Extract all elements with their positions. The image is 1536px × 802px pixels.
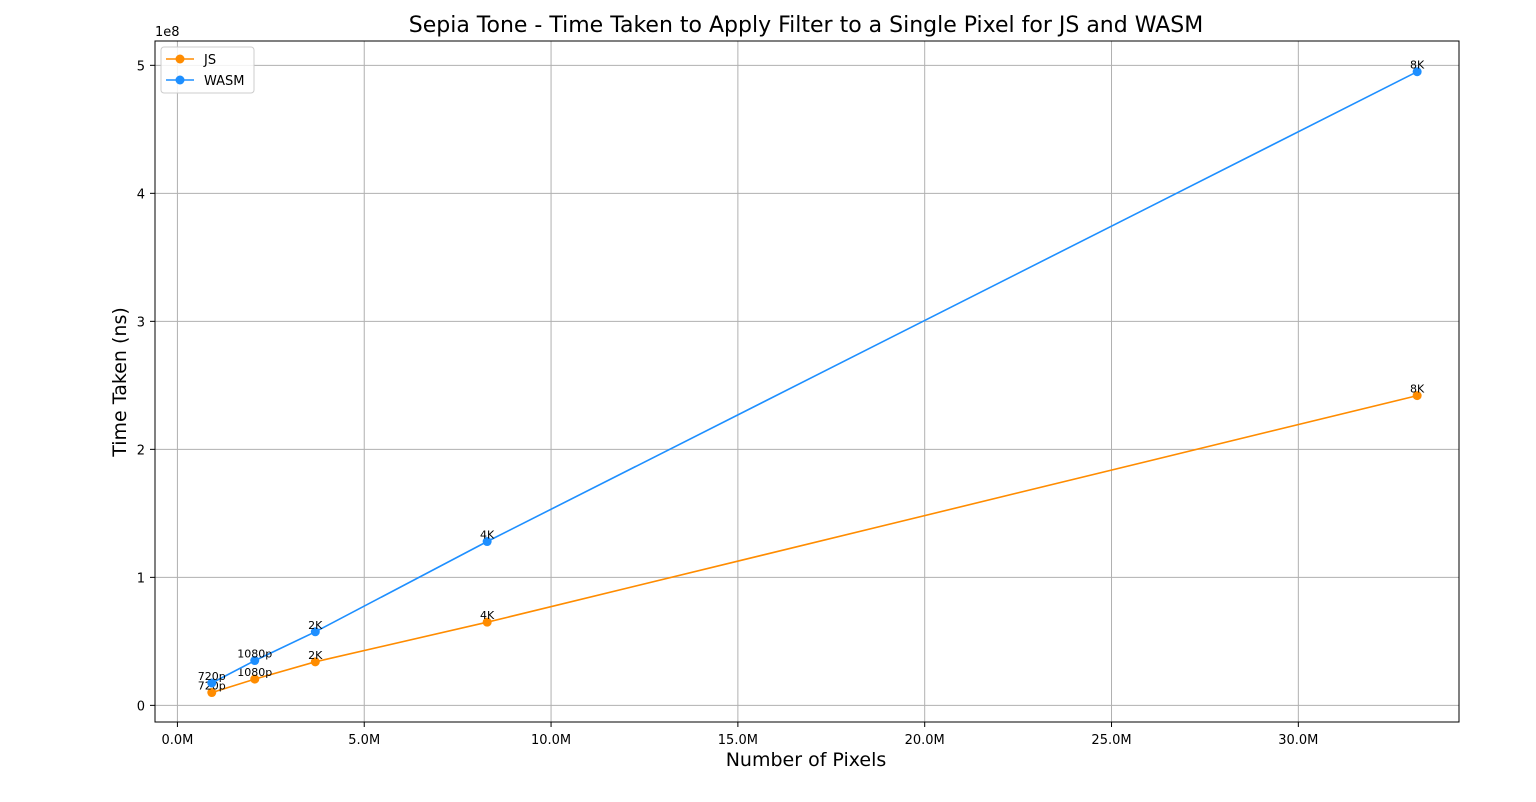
x-tick-label: 20.0M [905,733,945,748]
legend-label-js: JS [203,53,216,68]
y-tick-label: 2 [137,443,145,458]
series-layer: 720p1080p2K4K8K720p1080p2K4K8K [198,59,1425,698]
data-point-js [250,674,260,684]
x-axis: 0.0M 5.0M 10.0M 15.0M 20.0M 25.0M 30.0M [161,722,1318,748]
legend: JS WASM [160,46,255,94]
y-axis: 0 1 2 3 4 5 [137,59,155,714]
data-point-js [207,688,217,698]
plot-frame [154,40,1460,723]
chart-title: Sepia Tone - Time Taken to Apply Filter … [409,13,1204,38]
legend-label-wasm: WASM [204,74,245,89]
y-tick-label: 3 [137,315,145,330]
data-label-wasm: 720p [198,670,226,683]
data-point-wasm [207,678,217,688]
legend-marker-js [175,54,185,64]
legend-marker-wasm [175,75,185,85]
data-point-js [310,657,320,667]
x-tick-label: 25.0M [1091,733,1131,748]
y-tick-label: 4 [137,187,145,202]
x-axis-label: Number of Pixels [726,749,887,771]
x-tick-label: 5.0M [348,733,380,748]
data-point-wasm [1412,67,1422,77]
y-tick-label: 5 [137,59,145,74]
data-label-wasm: 4K [480,529,495,542]
data-point-wasm [250,656,260,666]
series-wasm: 720p 1080p 2K 4K 8K [198,59,1425,688]
y-offset-text: 1e8 [155,25,180,40]
series-js: 720p 1080p 2K 4K 8K [198,383,1425,698]
x-tick-label: 10.0M [531,733,571,748]
y-axis-label: Time Taken (ns) [109,307,131,458]
series-line-js [211,394,1418,694]
data-label-js: 4K [480,609,495,622]
data-label-js: 1080p [237,666,272,679]
y-tick-label: 1 [137,571,145,586]
data-label-js: 2K [308,649,323,662]
data-label-wasm: 1080p [237,648,272,661]
data-label-wasm: 8K [1410,59,1425,72]
data-point-js [1412,391,1422,401]
x-tick-label: 15.0M [718,733,758,748]
grid [155,41,1459,722]
x-tick-label: 0.0M [161,733,193,748]
data-point-wasm [310,627,320,637]
data-point-wasm [482,537,492,547]
x-tick-label: 30.0M [1278,733,1318,748]
data-label-wasm: 2K [308,619,323,632]
data-label-js: 8K [1410,383,1425,396]
series-line-wasm [211,70,1418,684]
y-tick-label: 0 [137,699,145,714]
data-point-js [482,617,492,627]
